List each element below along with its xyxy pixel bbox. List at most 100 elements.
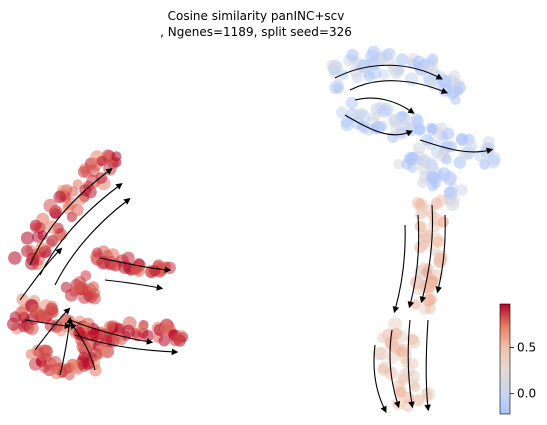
cell-point xyxy=(386,352,398,364)
streamline xyxy=(19,247,63,301)
left-cluster-points xyxy=(7,149,189,381)
colorbar-tick-label: 0.0 xyxy=(517,387,536,401)
cell-point xyxy=(431,199,443,210)
cell-point xyxy=(351,108,363,120)
cell-point xyxy=(365,49,379,64)
streamline xyxy=(419,139,494,155)
cell-point xyxy=(368,65,382,80)
cell-point xyxy=(422,391,433,403)
cell-point xyxy=(71,203,84,217)
streamline xyxy=(54,198,131,286)
upper-right-cluster-points xyxy=(326,45,501,212)
cell-point xyxy=(25,256,39,271)
cell-point xyxy=(448,70,461,82)
cell-point xyxy=(29,303,41,316)
cell-point xyxy=(25,322,39,336)
streamline xyxy=(104,279,164,291)
cell-point xyxy=(453,85,464,96)
cell-point xyxy=(437,74,452,88)
cell-point xyxy=(43,198,58,213)
cell-point xyxy=(404,151,418,166)
cell-point xyxy=(121,324,135,338)
cell-point xyxy=(92,247,103,258)
cell-point xyxy=(397,374,409,386)
cell-point xyxy=(326,59,340,73)
cell-point xyxy=(141,329,154,342)
cell-point xyxy=(416,177,428,189)
cell-point xyxy=(97,155,108,167)
cell-point xyxy=(415,220,427,233)
cell-point xyxy=(77,165,90,178)
cell-point xyxy=(50,365,64,380)
cell-point xyxy=(80,270,92,282)
colorbar: 0.0 0.5 xyxy=(499,303,536,415)
streamline xyxy=(419,204,434,304)
cell-point xyxy=(412,394,425,407)
cell-point xyxy=(174,333,185,345)
cell-point xyxy=(30,222,41,233)
cell-point xyxy=(427,180,439,192)
cell-point xyxy=(111,151,122,162)
cell-point xyxy=(487,152,501,166)
cell-point xyxy=(433,236,445,248)
streamline xyxy=(354,97,415,114)
cell-point xyxy=(76,340,90,354)
streamline xyxy=(389,329,401,409)
streamline xyxy=(407,319,415,409)
cell-point xyxy=(391,397,405,410)
cell-point xyxy=(442,172,457,186)
cell-point xyxy=(158,335,170,347)
cell-point xyxy=(25,349,36,360)
cell-point xyxy=(420,60,432,72)
cell-point xyxy=(388,113,402,127)
cell-point xyxy=(395,126,406,138)
streamline xyxy=(424,319,431,412)
colorbar-ticks: 0.0 0.5 xyxy=(510,340,536,401)
cell-point xyxy=(464,139,478,153)
cell-point xyxy=(77,330,89,342)
cell-point xyxy=(86,164,100,178)
streamline xyxy=(435,214,446,294)
streamline xyxy=(344,114,414,137)
cell-point xyxy=(45,238,56,249)
cell-point xyxy=(20,231,35,245)
streamline xyxy=(24,319,72,330)
cell-point xyxy=(88,347,103,361)
cell-point xyxy=(412,141,426,154)
cell-point xyxy=(357,59,371,74)
cell-point xyxy=(83,290,95,302)
cell-point xyxy=(332,78,344,91)
cell-point xyxy=(345,96,358,110)
cell-point xyxy=(96,255,110,270)
streamline xyxy=(392,224,406,314)
chart-title-line-2: , Ngenes=1189, split seed=326 xyxy=(160,25,352,39)
cell-point xyxy=(377,120,388,132)
cell-point xyxy=(419,239,430,250)
cell-point xyxy=(351,116,365,130)
streamline xyxy=(99,257,172,274)
streamline xyxy=(39,183,123,276)
cell-point xyxy=(87,281,100,293)
streamline xyxy=(334,64,443,80)
cell-point xyxy=(372,347,386,361)
cell-point xyxy=(393,158,405,170)
cell-point xyxy=(426,171,439,185)
cell-point xyxy=(50,319,64,332)
velocity-streamlines xyxy=(19,64,494,413)
cell-point xyxy=(396,53,409,66)
cell-point xyxy=(37,230,48,241)
cell-point xyxy=(340,119,354,132)
streamline xyxy=(373,344,387,413)
cell-point xyxy=(413,284,425,296)
cell-point xyxy=(427,124,438,136)
cell-point xyxy=(9,311,22,323)
cell-point xyxy=(394,385,407,398)
streamline xyxy=(69,322,96,371)
streamline xyxy=(349,80,449,94)
streamline xyxy=(74,334,179,356)
cell-point xyxy=(408,358,419,369)
cell-point xyxy=(443,186,455,198)
cell-point xyxy=(377,104,392,118)
chart-title-line-1: Cosine similarity panINC+scv xyxy=(168,9,345,23)
